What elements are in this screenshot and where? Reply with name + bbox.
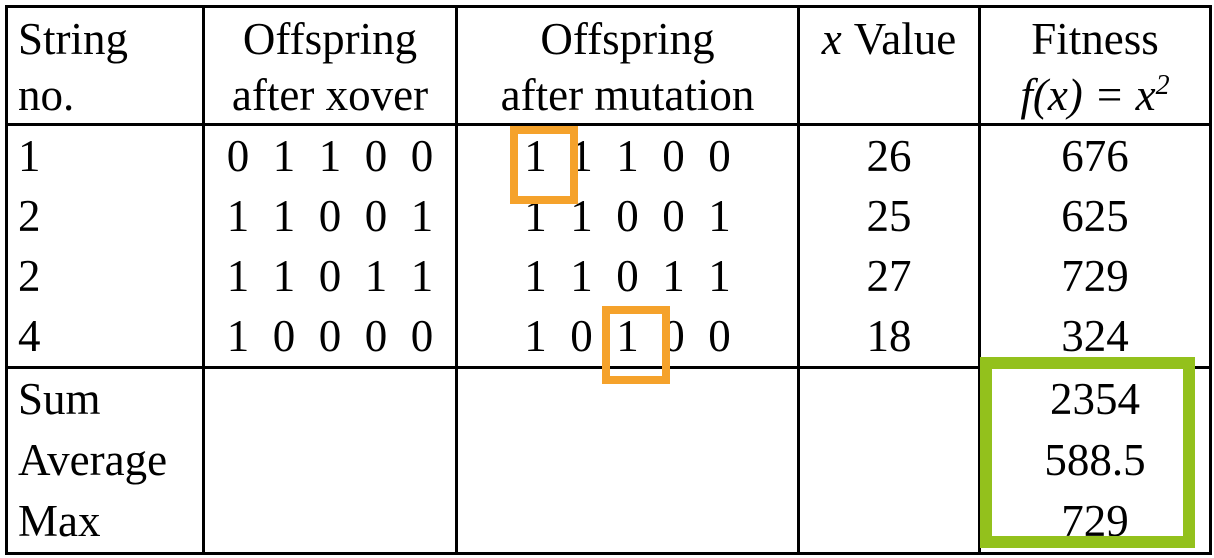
- header-xover-line2: after xover: [231, 70, 429, 120]
- header-string-line1: String: [18, 14, 129, 64]
- header-row: String no. Offspring after xover Offspri…: [5, 6, 1212, 126]
- bit: 1: [410, 251, 434, 301]
- header-offspring-mutation: Offspring after mutation: [455, 6, 800, 126]
- mutated-bit: 1: [509, 126, 578, 204]
- header-mutation-line2: after mutation: [500, 70, 755, 120]
- fitness-cell: 729: [978, 246, 1212, 306]
- bit: 1: [272, 251, 296, 301]
- bit: 0: [410, 131, 434, 181]
- bit: 0: [708, 131, 731, 181]
- x-value-cell: 27: [797, 246, 981, 306]
- summary-fitness-cell: 588.5: [978, 430, 1212, 491]
- header-fitness: Fitness f(x) = x2: [978, 6, 1212, 126]
- string-no-cell: 2: [5, 246, 205, 306]
- empty-cell: [455, 430, 800, 491]
- summary-fitness-cell: 2354: [978, 367, 1212, 430]
- bit: 1: [708, 251, 731, 301]
- bit: 1: [616, 131, 639, 181]
- summary-row-max: Max 729: [5, 491, 1212, 554]
- x-value-cell: 18: [797, 306, 981, 369]
- formula-superscript: 2: [1155, 70, 1170, 101]
- bit: 1: [570, 251, 593, 301]
- summary-row-average: Average 588.5: [5, 430, 1212, 491]
- bit: 1: [524, 311, 547, 361]
- empty-cell: [202, 430, 458, 491]
- string-no-cell: 1: [5, 124, 205, 186]
- string-no-cell: 2: [5, 186, 205, 246]
- header-x-math: x: [821, 14, 842, 64]
- bit: 0: [616, 251, 639, 301]
- bit: 1: [662, 251, 685, 301]
- bit: 0: [318, 251, 342, 301]
- header-fitness-line1: Fitness: [1031, 14, 1159, 64]
- bit: 0: [708, 311, 731, 361]
- header-mutation-line1: Offspring: [540, 14, 715, 64]
- bit: 0: [570, 311, 593, 361]
- header-string-no: String no.: [5, 6, 205, 126]
- bit: 1: [272, 131, 296, 181]
- bit: 0: [364, 311, 388, 361]
- bit: 1: [226, 311, 250, 361]
- summary-label-cell: Average: [5, 430, 205, 491]
- mutated-bit: 1: [601, 306, 670, 384]
- ga-fitness-table: String no. Offspring after xover Offspri…: [5, 5, 1212, 555]
- bit: 1: [524, 251, 547, 301]
- empty-cell: [455, 491, 800, 554]
- bit: 1: [364, 251, 388, 301]
- string-no-cell: 4: [5, 306, 205, 369]
- bit: 0: [226, 131, 250, 181]
- bit: 0: [410, 311, 434, 361]
- bit: 1: [272, 191, 296, 241]
- summary-fitness-cell: 729: [978, 491, 1212, 554]
- fitness-cell: 676: [978, 124, 1212, 186]
- x-value-cell: 26: [797, 124, 981, 186]
- bit: 0: [272, 311, 296, 361]
- empty-cell: [202, 491, 458, 554]
- empty-cell: [797, 367, 981, 430]
- bit: 0: [662, 191, 685, 241]
- bit: 1: [410, 191, 434, 241]
- x-value-cell: 25: [797, 186, 981, 246]
- empty-cell: [797, 491, 981, 554]
- bit: 0: [318, 191, 342, 241]
- header-xover-line1: Offspring: [242, 14, 418, 64]
- header-fitness-formula: f(x) = x2: [1020, 70, 1170, 120]
- summary-row-sum: Sum 2354: [5, 367, 1212, 430]
- bit: 1: [708, 191, 731, 241]
- bit: 1: [226, 191, 250, 241]
- header-x-text: Value: [853, 14, 957, 64]
- header-offspring-xover: Offspring after xover: [202, 6, 458, 126]
- header-string-line2: no.: [18, 70, 75, 120]
- bit: 1: [318, 131, 342, 181]
- header-x-value: x Value: [797, 6, 981, 126]
- empty-cell: [202, 367, 458, 430]
- bit: 0: [318, 311, 342, 361]
- fitness-cell: 324: [978, 306, 1212, 369]
- bit: 0: [616, 191, 639, 241]
- bit: 0: [662, 131, 685, 181]
- fitness-cell: 625: [978, 186, 1212, 246]
- bit: 0: [364, 131, 388, 181]
- empty-cell: [797, 430, 981, 491]
- summary-label-cell: Max: [5, 491, 205, 554]
- summary-label-cell: Sum: [5, 367, 205, 430]
- bit: 0: [364, 191, 388, 241]
- bit: 1: [226, 251, 250, 301]
